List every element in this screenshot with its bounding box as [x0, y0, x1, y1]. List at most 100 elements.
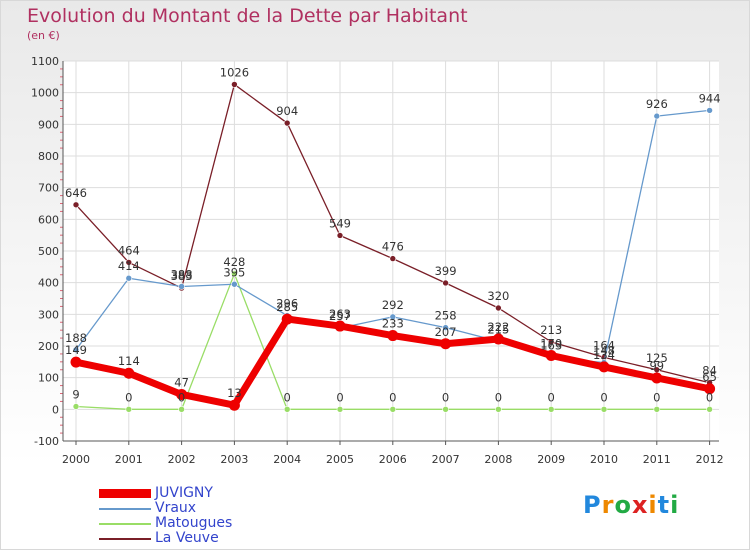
- x-tick-label: 2006: [379, 453, 407, 466]
- data-point: [495, 406, 502, 413]
- data-point: [228, 399, 240, 411]
- data-label: 399: [435, 264, 457, 278]
- data-point: [178, 406, 185, 413]
- x-tick-label: 2003: [220, 453, 248, 466]
- data-label: 257: [329, 309, 351, 323]
- x-tick-label: 2000: [62, 453, 90, 466]
- data-point: [283, 119, 291, 127]
- data-point: [387, 330, 399, 342]
- data-label: 125: [646, 351, 668, 365]
- data-point: [598, 361, 610, 373]
- data-point: [281, 313, 293, 325]
- data-point: [442, 279, 449, 287]
- x-tick-label: 2011: [643, 453, 671, 466]
- x-tick-label: 2004: [273, 453, 301, 466]
- data-label: 99: [649, 359, 664, 373]
- data-label: 904: [276, 104, 298, 118]
- data-label: 0: [442, 390, 449, 404]
- data-label: 0: [389, 390, 396, 404]
- chart-title: Evolution du Montant de la Dette par Hab…: [27, 5, 468, 27]
- data-label: 0: [653, 390, 660, 404]
- y-tick-label: 800: [38, 150, 59, 163]
- x-tick-label: 2007: [432, 453, 460, 466]
- data-label: 296: [276, 297, 298, 311]
- data-point: [440, 338, 452, 350]
- data-label: 428: [223, 255, 245, 269]
- data-point: [442, 324, 449, 331]
- data-label: 163: [540, 339, 562, 353]
- data-point: [336, 232, 344, 239]
- legend-item: La Veuve: [99, 531, 232, 546]
- data-point: [704, 383, 716, 395]
- data-point: [389, 313, 397, 321]
- logo-letter: P: [583, 491, 602, 519]
- data-point: [653, 406, 661, 413]
- data-point: [389, 255, 397, 262]
- data-label: 84: [702, 364, 717, 378]
- data-point: [178, 283, 185, 290]
- data-point: [495, 304, 502, 312]
- data-point: [706, 107, 713, 114]
- data-point: [176, 388, 188, 400]
- x-tick-label: 2010: [590, 453, 618, 466]
- data-label: 1026: [220, 65, 249, 79]
- proxiti-logo[interactable]: Proxiti: [583, 491, 679, 519]
- data-label: 944: [699, 91, 721, 105]
- data-label: 213: [540, 323, 562, 337]
- y-tick-label: 300: [38, 308, 59, 321]
- data-label: 170: [540, 337, 562, 351]
- data-label: 149: [65, 343, 87, 357]
- data-label: 164: [593, 338, 615, 352]
- data-label: 215: [487, 322, 509, 336]
- data-label: 414: [118, 259, 140, 273]
- data-label: 65: [702, 370, 717, 384]
- legend-label: Matougues: [155, 515, 233, 531]
- data-point: [442, 406, 449, 413]
- legend-swatch: [99, 489, 151, 498]
- data-label: 0: [495, 390, 502, 404]
- data-point: [70, 356, 82, 368]
- logo-letter: o: [614, 491, 632, 519]
- legend-swatch: [99, 507, 151, 510]
- data-point: [231, 280, 238, 288]
- y-tick-label: 700: [38, 182, 59, 195]
- data-label: 383: [171, 269, 193, 283]
- legend-item: Matougues: [99, 516, 232, 531]
- legend-item: Vraux: [99, 501, 232, 516]
- legend: JUVIGNY Vraux Matougues La Veuve: [99, 486, 232, 546]
- x-tick-label: 2008: [484, 453, 512, 466]
- logo-letter: r: [601, 491, 615, 519]
- y-tick-label: 200: [38, 340, 59, 353]
- data-point: [125, 259, 133, 266]
- data-point: [651, 372, 663, 384]
- data-label: 263: [329, 307, 351, 321]
- x-tick-label: 2005: [326, 453, 354, 466]
- data-label: 47: [174, 375, 189, 389]
- data-label: 0: [178, 390, 185, 404]
- y-tick-label: 0: [52, 403, 59, 416]
- data-point: [231, 81, 238, 88]
- data-label: 0: [336, 390, 343, 404]
- data-point: [336, 406, 344, 413]
- data-label: 0: [548, 390, 555, 404]
- data-point: [389, 406, 397, 413]
- legend-label: Vraux: [155, 500, 197, 516]
- data-label: 134: [593, 348, 615, 362]
- y-tick-label: 400: [38, 277, 59, 290]
- legend-label: JUVIGNY: [155, 485, 213, 501]
- legend-label: La Veuve: [155, 530, 219, 546]
- data-label: 9: [72, 387, 79, 401]
- x-tick-label: 2002: [168, 453, 196, 466]
- logo-letter: t: [657, 491, 671, 519]
- x-tick-label: 2009: [537, 453, 565, 466]
- legend-swatch: [99, 522, 151, 525]
- data-label: 207: [435, 325, 457, 339]
- data-label: 549: [329, 216, 351, 230]
- data-point: [706, 406, 713, 413]
- legend-item: JUVIGNY: [99, 486, 232, 501]
- data-point: [547, 406, 555, 413]
- data-label: 148: [593, 343, 615, 357]
- y-tick-label: 100: [38, 372, 59, 385]
- data-point: [231, 270, 238, 278]
